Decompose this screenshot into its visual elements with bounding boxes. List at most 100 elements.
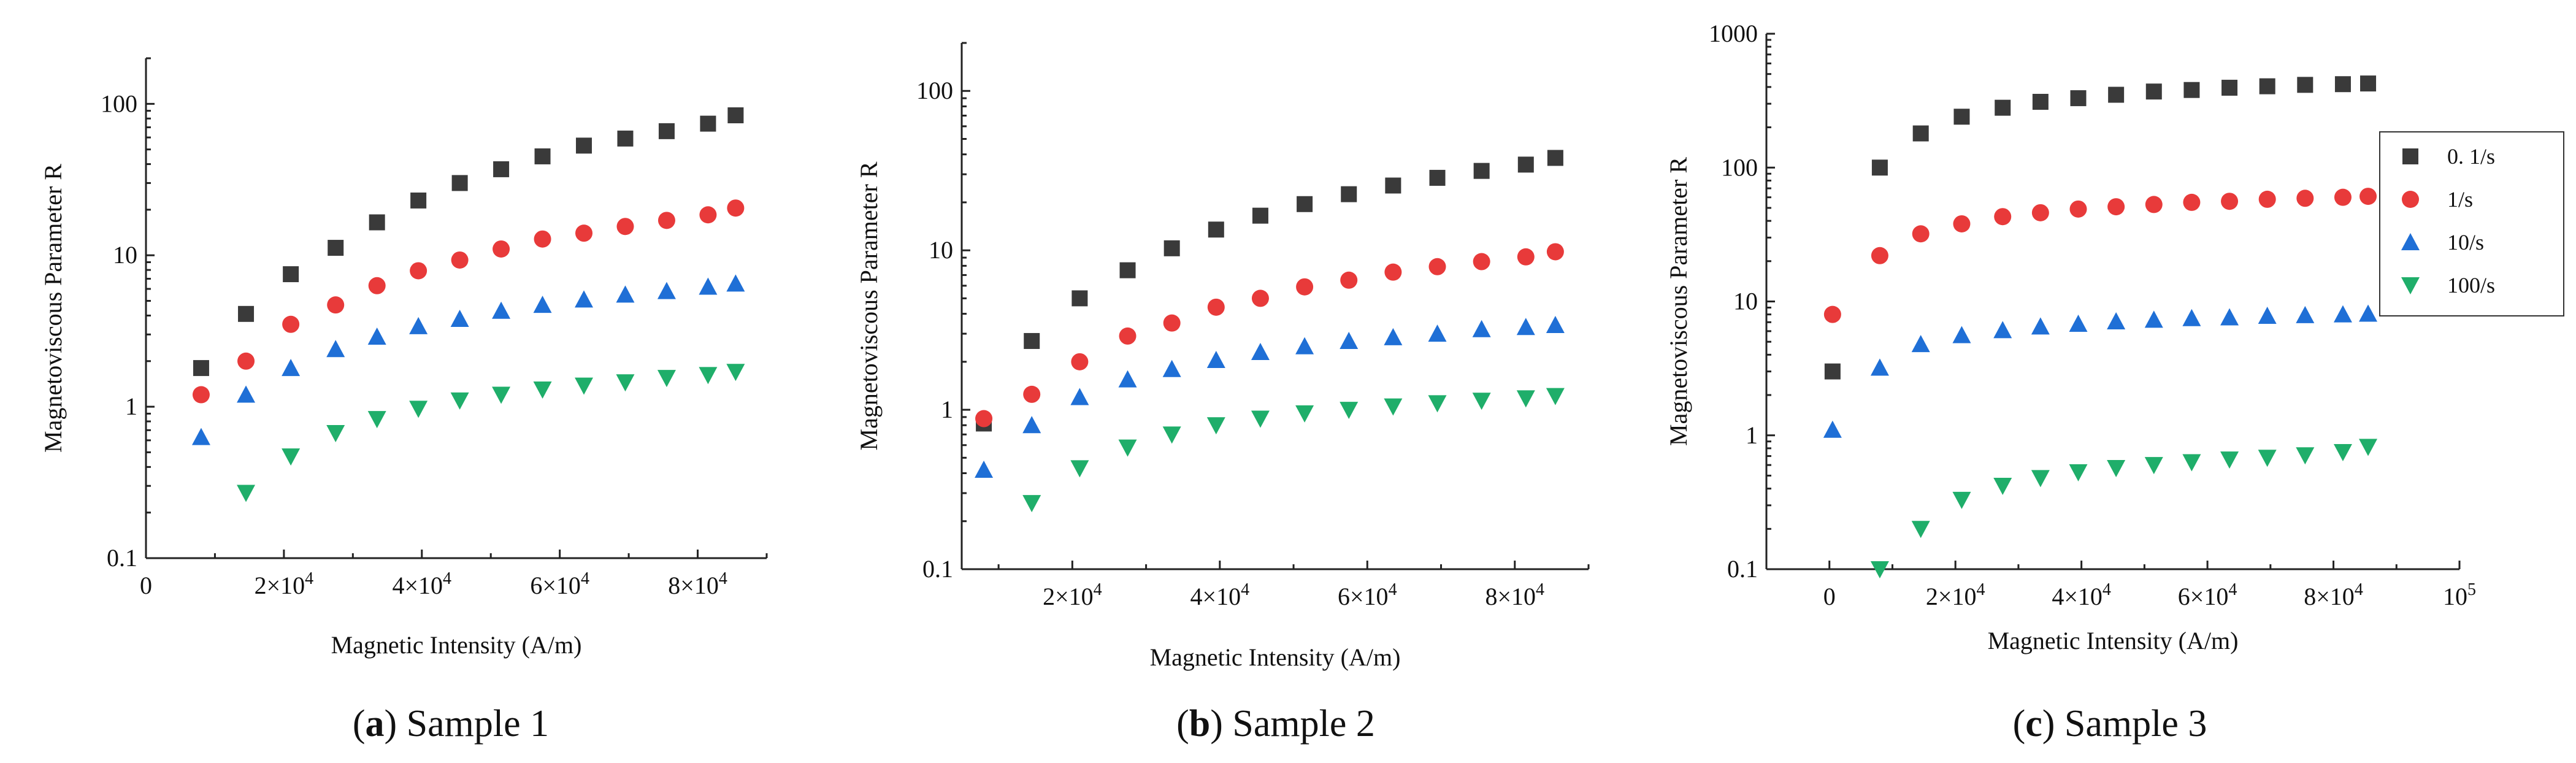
data-point (493, 240, 510, 258)
x-tick-label: 8×104 (668, 569, 727, 599)
data-point (1995, 99, 2011, 116)
data-point (2334, 188, 2352, 206)
data-point (727, 199, 745, 217)
data-point (1118, 370, 1137, 388)
data-point (1162, 359, 1181, 377)
data-point (699, 206, 717, 224)
data-point (1252, 207, 1268, 224)
x-tick-label: 6×104 (2178, 580, 2237, 610)
data-point (726, 274, 745, 292)
data-point (1297, 196, 1313, 212)
data-point (1993, 477, 2012, 495)
y-tick-label: 1 (941, 396, 953, 423)
data-point (1517, 248, 1535, 266)
data-point (2183, 193, 2201, 211)
legend: 0. 1/s 1/s 10/s 100/s (2379, 131, 2564, 316)
data-point (282, 448, 301, 466)
data-point (657, 282, 676, 299)
data-point (1871, 159, 1888, 176)
data-point (1119, 327, 1137, 345)
series-1 (1823, 188, 2377, 323)
data-point (328, 240, 344, 256)
data-point (450, 309, 469, 327)
data-point (2333, 444, 2352, 462)
data-point (1206, 351, 1225, 369)
data-point (1428, 324, 1447, 342)
panel-caption: (b) Sample 2 (1176, 703, 1375, 745)
data-point (575, 290, 594, 308)
data-point (367, 411, 386, 429)
data-point (1384, 398, 1403, 416)
data-point (1208, 221, 1224, 238)
data-point (1911, 335, 1930, 353)
data-point (699, 277, 718, 295)
data-point (1162, 426, 1181, 444)
data-point (699, 367, 718, 385)
data-point (1119, 262, 1136, 278)
data-point (2296, 447, 2315, 465)
data-point (2221, 193, 2239, 210)
data-point (1472, 393, 1491, 410)
data-point (1953, 215, 1971, 232)
data-point (534, 230, 551, 248)
data-point (1340, 271, 1358, 289)
y-tick-label: 1000 (1709, 20, 1758, 47)
data-point (727, 107, 744, 124)
y-axis-label: Magnetoviscous Parameter R (1665, 157, 1692, 446)
x-axis-label: Magnetic Intensity (A/m) (1150, 643, 1401, 671)
data-point (1871, 247, 1888, 264)
data-point (1993, 321, 2012, 339)
x-tick-label: 4×104 (2052, 580, 2111, 610)
legend-label: 1/s (2447, 187, 2473, 212)
data-point (533, 296, 552, 313)
data-point (1071, 290, 1088, 307)
data-point (1472, 320, 1491, 337)
data-point (1340, 402, 1359, 420)
data-point (2296, 305, 2315, 323)
data-point (1429, 169, 1446, 186)
x-axis-label: Magnetic Intensity (A/m) (331, 631, 582, 659)
data-point (1295, 405, 1314, 423)
data-point (2359, 304, 2378, 322)
x-tick-label: 0 (1823, 583, 1836, 610)
legend-marker (2402, 191, 2419, 208)
data-point (1516, 318, 1535, 335)
data-point (1384, 263, 1402, 281)
data-point (575, 224, 593, 242)
data-point (2069, 315, 2088, 332)
data-point (2333, 305, 2352, 323)
series-1 (192, 199, 745, 404)
data-point (283, 266, 299, 283)
data-point (1823, 305, 1841, 323)
series-2 (975, 315, 1565, 478)
x-tick-label: 6×104 (530, 569, 589, 599)
y-tick-label: 10 (113, 241, 137, 269)
data-point (658, 123, 675, 139)
data-point (1341, 186, 1357, 202)
data-point (1473, 163, 1490, 179)
data-point (237, 385, 256, 403)
data-point (1911, 521, 1930, 539)
data-point (1163, 314, 1181, 332)
data-point (2359, 439, 2378, 456)
series-0 (1824, 75, 2377, 380)
data-point (450, 392, 469, 410)
data-point (1823, 420, 1842, 438)
x-tick-label: 0 (140, 572, 152, 599)
y-tick-label: 0.1 (1727, 555, 1758, 583)
data-point (1206, 417, 1225, 435)
data-point (617, 130, 634, 147)
data-point (367, 327, 386, 345)
data-point (1473, 253, 1490, 270)
data-point (492, 386, 511, 404)
data-point (1912, 225, 1930, 243)
data-point (1340, 331, 1359, 349)
data-point (451, 251, 469, 269)
data-point (1428, 258, 1446, 275)
panel-caption: (a) Sample 1 (353, 703, 549, 745)
data-point (1517, 156, 1534, 173)
data-point (409, 401, 428, 418)
series-3 (237, 364, 745, 502)
chart-panel-c: 0.1 1 10 100 1000 0 2×104 4×104 6×104 8×104 105 Mag… (1665, 20, 2476, 745)
series-3 (1870, 439, 2378, 578)
